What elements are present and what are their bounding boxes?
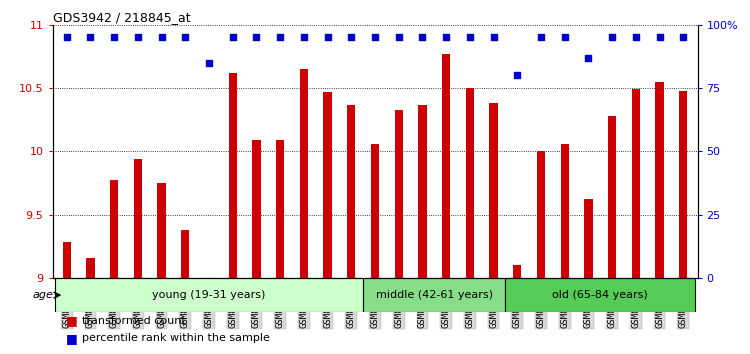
Bar <box>608 116 616 278</box>
Point <box>85 35 97 40</box>
Point <box>393 35 405 40</box>
Text: GDS3942 / 218845_at: GDS3942 / 218845_at <box>53 11 190 24</box>
Bar <box>276 140 284 278</box>
Bar <box>323 92 332 278</box>
Bar <box>513 265 521 278</box>
Point <box>512 73 524 78</box>
Point <box>369 35 381 40</box>
Bar <box>506 278 695 313</box>
Bar <box>252 140 260 278</box>
Point <box>322 35 334 40</box>
Bar <box>110 181 118 278</box>
Point <box>345 35 357 40</box>
Text: young (19-31 years): young (19-31 years) <box>152 290 266 300</box>
Point <box>583 55 595 61</box>
Point <box>203 60 215 65</box>
Bar <box>466 88 474 278</box>
Text: ■: ■ <box>65 332 77 345</box>
Text: ■: ■ <box>65 315 77 327</box>
Bar <box>442 54 450 278</box>
Bar <box>158 183 166 278</box>
Bar <box>86 258 94 278</box>
Point <box>677 35 689 40</box>
Text: percentile rank within the sample: percentile rank within the sample <box>82 333 269 343</box>
Text: old (65-84 years): old (65-84 years) <box>553 290 648 300</box>
Point <box>464 35 476 40</box>
Point <box>274 35 286 40</box>
Point <box>61 35 73 40</box>
Bar <box>134 159 142 278</box>
Bar <box>560 144 568 278</box>
Bar <box>537 152 545 278</box>
Bar <box>300 69 308 278</box>
Bar <box>370 144 380 278</box>
Bar <box>656 82 664 278</box>
Bar <box>394 110 403 278</box>
Point <box>179 35 191 40</box>
Point <box>559 35 571 40</box>
Point <box>653 35 665 40</box>
Bar <box>182 230 190 278</box>
Point <box>155 35 167 40</box>
Point <box>226 35 238 40</box>
Bar <box>490 103 498 278</box>
Bar <box>419 104 427 278</box>
Bar <box>55 278 363 313</box>
Point <box>108 35 120 40</box>
Bar <box>62 242 71 278</box>
Bar <box>347 104 355 278</box>
Bar <box>679 91 688 278</box>
Point <box>606 35 618 40</box>
Point <box>440 35 452 40</box>
Bar <box>584 199 592 278</box>
Point <box>535 35 547 40</box>
Point <box>416 35 428 40</box>
Point <box>298 35 310 40</box>
Text: age: age <box>33 290 54 300</box>
Bar <box>632 89 640 278</box>
Bar <box>363 278 506 313</box>
Bar <box>229 73 237 278</box>
Point <box>251 35 262 40</box>
Text: transformed count: transformed count <box>82 316 185 326</box>
Point <box>132 35 144 40</box>
Point <box>630 35 642 40</box>
Point <box>488 35 500 40</box>
Text: middle (42-61 years): middle (42-61 years) <box>376 290 493 300</box>
